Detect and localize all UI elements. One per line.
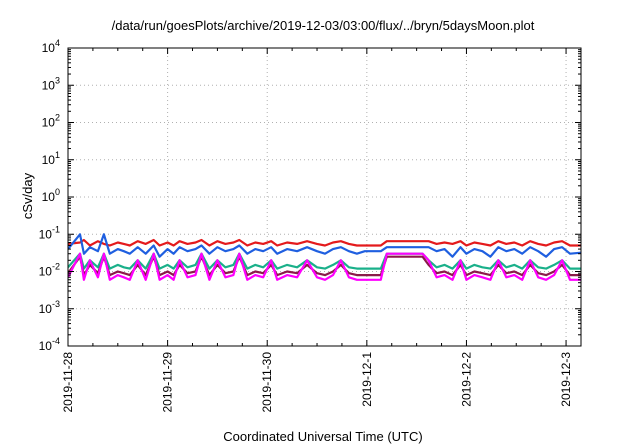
series-line-3 [68,252,581,270]
x-tick-label: 2019-11-28 [61,352,75,413]
y-tick-label: 10-4 [39,336,60,353]
y-tick-label: 104 [42,38,60,55]
y-axis-title: cSv/day [20,172,35,219]
y-tick-label: 103 [42,75,60,92]
y-tick-label: 10-2 [39,262,60,279]
x-tick-label: 2019-11-30 [260,352,274,413]
x-tick-label: 2019-11-29 [161,352,175,413]
y-tick-label: 102 [42,113,60,130]
y-tick-label: 10-1 [39,224,60,241]
grid-layer [68,48,581,346]
axes-layer: 10-4 10-3 10-2 10-1 100 101 102 103 104 2019-11-2… [39,38,582,413]
chart-title: /data/run/goesPlots/archive/2019-12-03/0… [112,18,535,33]
series-line-5 [68,252,581,281]
series-line-2 [68,233,581,258]
x-tick-label: 2019-12-2 [459,352,473,407]
series-layer [68,233,581,281]
series-line-4 [68,255,581,277]
y-tick-label: 101 [42,150,60,167]
y-tick-label: 100 [42,187,60,204]
y-tick-label: 10-3 [39,299,60,316]
x-tick-label: 2019-12-1 [360,352,374,407]
x-tick-label: 2019-12-3 [559,352,573,407]
series-line-1 [68,238,581,247]
x-axis-title: Coordinated Universal Time (UTC) [223,429,422,444]
